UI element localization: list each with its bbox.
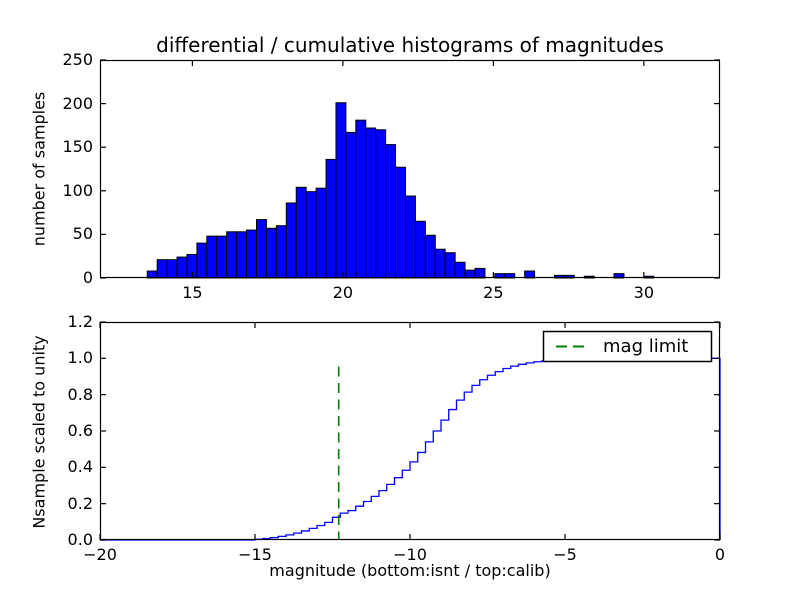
histogram-bar bbox=[216, 235, 228, 279]
histogram-bar bbox=[395, 166, 406, 279]
top-frame bbox=[99, 59, 721, 279]
legend-frame bbox=[542, 330, 713, 363]
bottom-y-tick-label: 0.8 bbox=[67, 384, 93, 404]
top-y-tick-label: 0 bbox=[82, 268, 93, 287]
bottom-y-tick-label: 0.6 bbox=[67, 421, 93, 440]
histogram-bar bbox=[375, 129, 387, 279]
bottom-y-tick-label: 1.2 bbox=[67, 312, 93, 331]
histogram-bar bbox=[474, 267, 486, 279]
bottom-y-tick-label: 1.0 bbox=[67, 348, 93, 368]
cumulative-curve bbox=[100, 357, 721, 541]
histogram-bar bbox=[315, 187, 327, 279]
histogram-bar bbox=[196, 242, 208, 279]
histogram-bar bbox=[305, 191, 317, 279]
histogram-bar bbox=[156, 259, 168, 279]
legend-box bbox=[542, 330, 713, 363]
histogram-bar bbox=[355, 119, 367, 279]
bottom-x-tick-label: 0 bbox=[714, 545, 726, 564]
top-y-axis-label: number of samples bbox=[29, 91, 49, 247]
bottom-x-tick-label: −15 bbox=[238, 545, 272, 564]
bottom-x-axis-label: magnitude (bottom:isnt / top:calib) bbox=[269, 561, 551, 580]
histogram-bar bbox=[226, 231, 238, 279]
histogram-bar bbox=[365, 127, 377, 279]
bottom-y-tick-label: 0.0 bbox=[67, 530, 93, 549]
legend-label: mag limit bbox=[603, 336, 689, 357]
top-y-tick-label: 100 bbox=[62, 180, 93, 200]
top-y-tick-label: 150 bbox=[62, 137, 93, 157]
bottom-y-tick-label: 0.4 bbox=[67, 457, 93, 477]
top-y-tick-label: 50 bbox=[72, 224, 93, 244]
top-x-tick-label: 20 bbox=[332, 283, 354, 302]
bottom-x-tick-label: −5 bbox=[553, 545, 577, 564]
histogram-bar bbox=[414, 220, 426, 279]
top-x-tick-label: 30 bbox=[633, 283, 655, 302]
histogram-bar bbox=[454, 261, 466, 279]
histogram-bar bbox=[176, 256, 188, 279]
bottom-x-tick-label: −10 bbox=[393, 545, 427, 564]
histogram-bar bbox=[434, 248, 446, 279]
histogram-bar bbox=[464, 269, 476, 279]
histogram-bar bbox=[256, 219, 267, 279]
histogram-bar bbox=[385, 144, 397, 279]
histogram-bar bbox=[404, 195, 416, 279]
histogram-bar bbox=[444, 252, 456, 279]
histogram-bar bbox=[335, 102, 347, 279]
top-y-tick-label: 200 bbox=[62, 93, 93, 113]
top-y-tick-label: 250 bbox=[62, 50, 93, 69]
histogram-bar bbox=[166, 259, 178, 279]
histogram-bar bbox=[424, 234, 436, 279]
histogram-bar bbox=[206, 235, 218, 279]
histogram-bar bbox=[236, 231, 248, 279]
bottom-x-tick-label: −20 bbox=[83, 545, 117, 564]
bottom-y-tick-label: 0.2 bbox=[67, 493, 93, 513]
histogram-bar bbox=[325, 158, 337, 279]
histogram-bar bbox=[275, 225, 287, 279]
chart-title: differential / cumulative histograms of … bbox=[156, 33, 664, 57]
bottom-axes bbox=[99, 321, 721, 541]
top-histogram-bars bbox=[146, 102, 655, 279]
top-x-tick-label: 15 bbox=[182, 283, 203, 302]
histogram-bar bbox=[265, 227, 277, 279]
histogram-bar bbox=[285, 202, 297, 279]
histogram-bar bbox=[345, 131, 357, 279]
histogram-bar bbox=[295, 186, 307, 279]
top-x-tick-label: 25 bbox=[483, 283, 504, 302]
top-axes bbox=[99, 59, 721, 279]
histogram-bar bbox=[246, 229, 258, 279]
